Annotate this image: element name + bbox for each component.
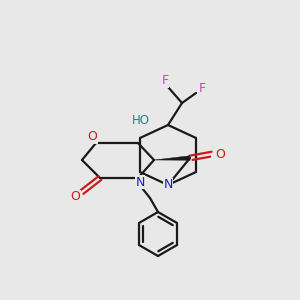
Text: F: F	[161, 74, 169, 88]
Text: N: N	[135, 176, 145, 188]
Text: HO: HO	[132, 115, 150, 128]
Text: O: O	[70, 190, 80, 203]
Polygon shape	[154, 156, 190, 160]
Text: O: O	[215, 148, 225, 160]
Text: O: O	[87, 130, 97, 143]
Text: N: N	[163, 178, 173, 191]
Text: F: F	[198, 82, 206, 95]
